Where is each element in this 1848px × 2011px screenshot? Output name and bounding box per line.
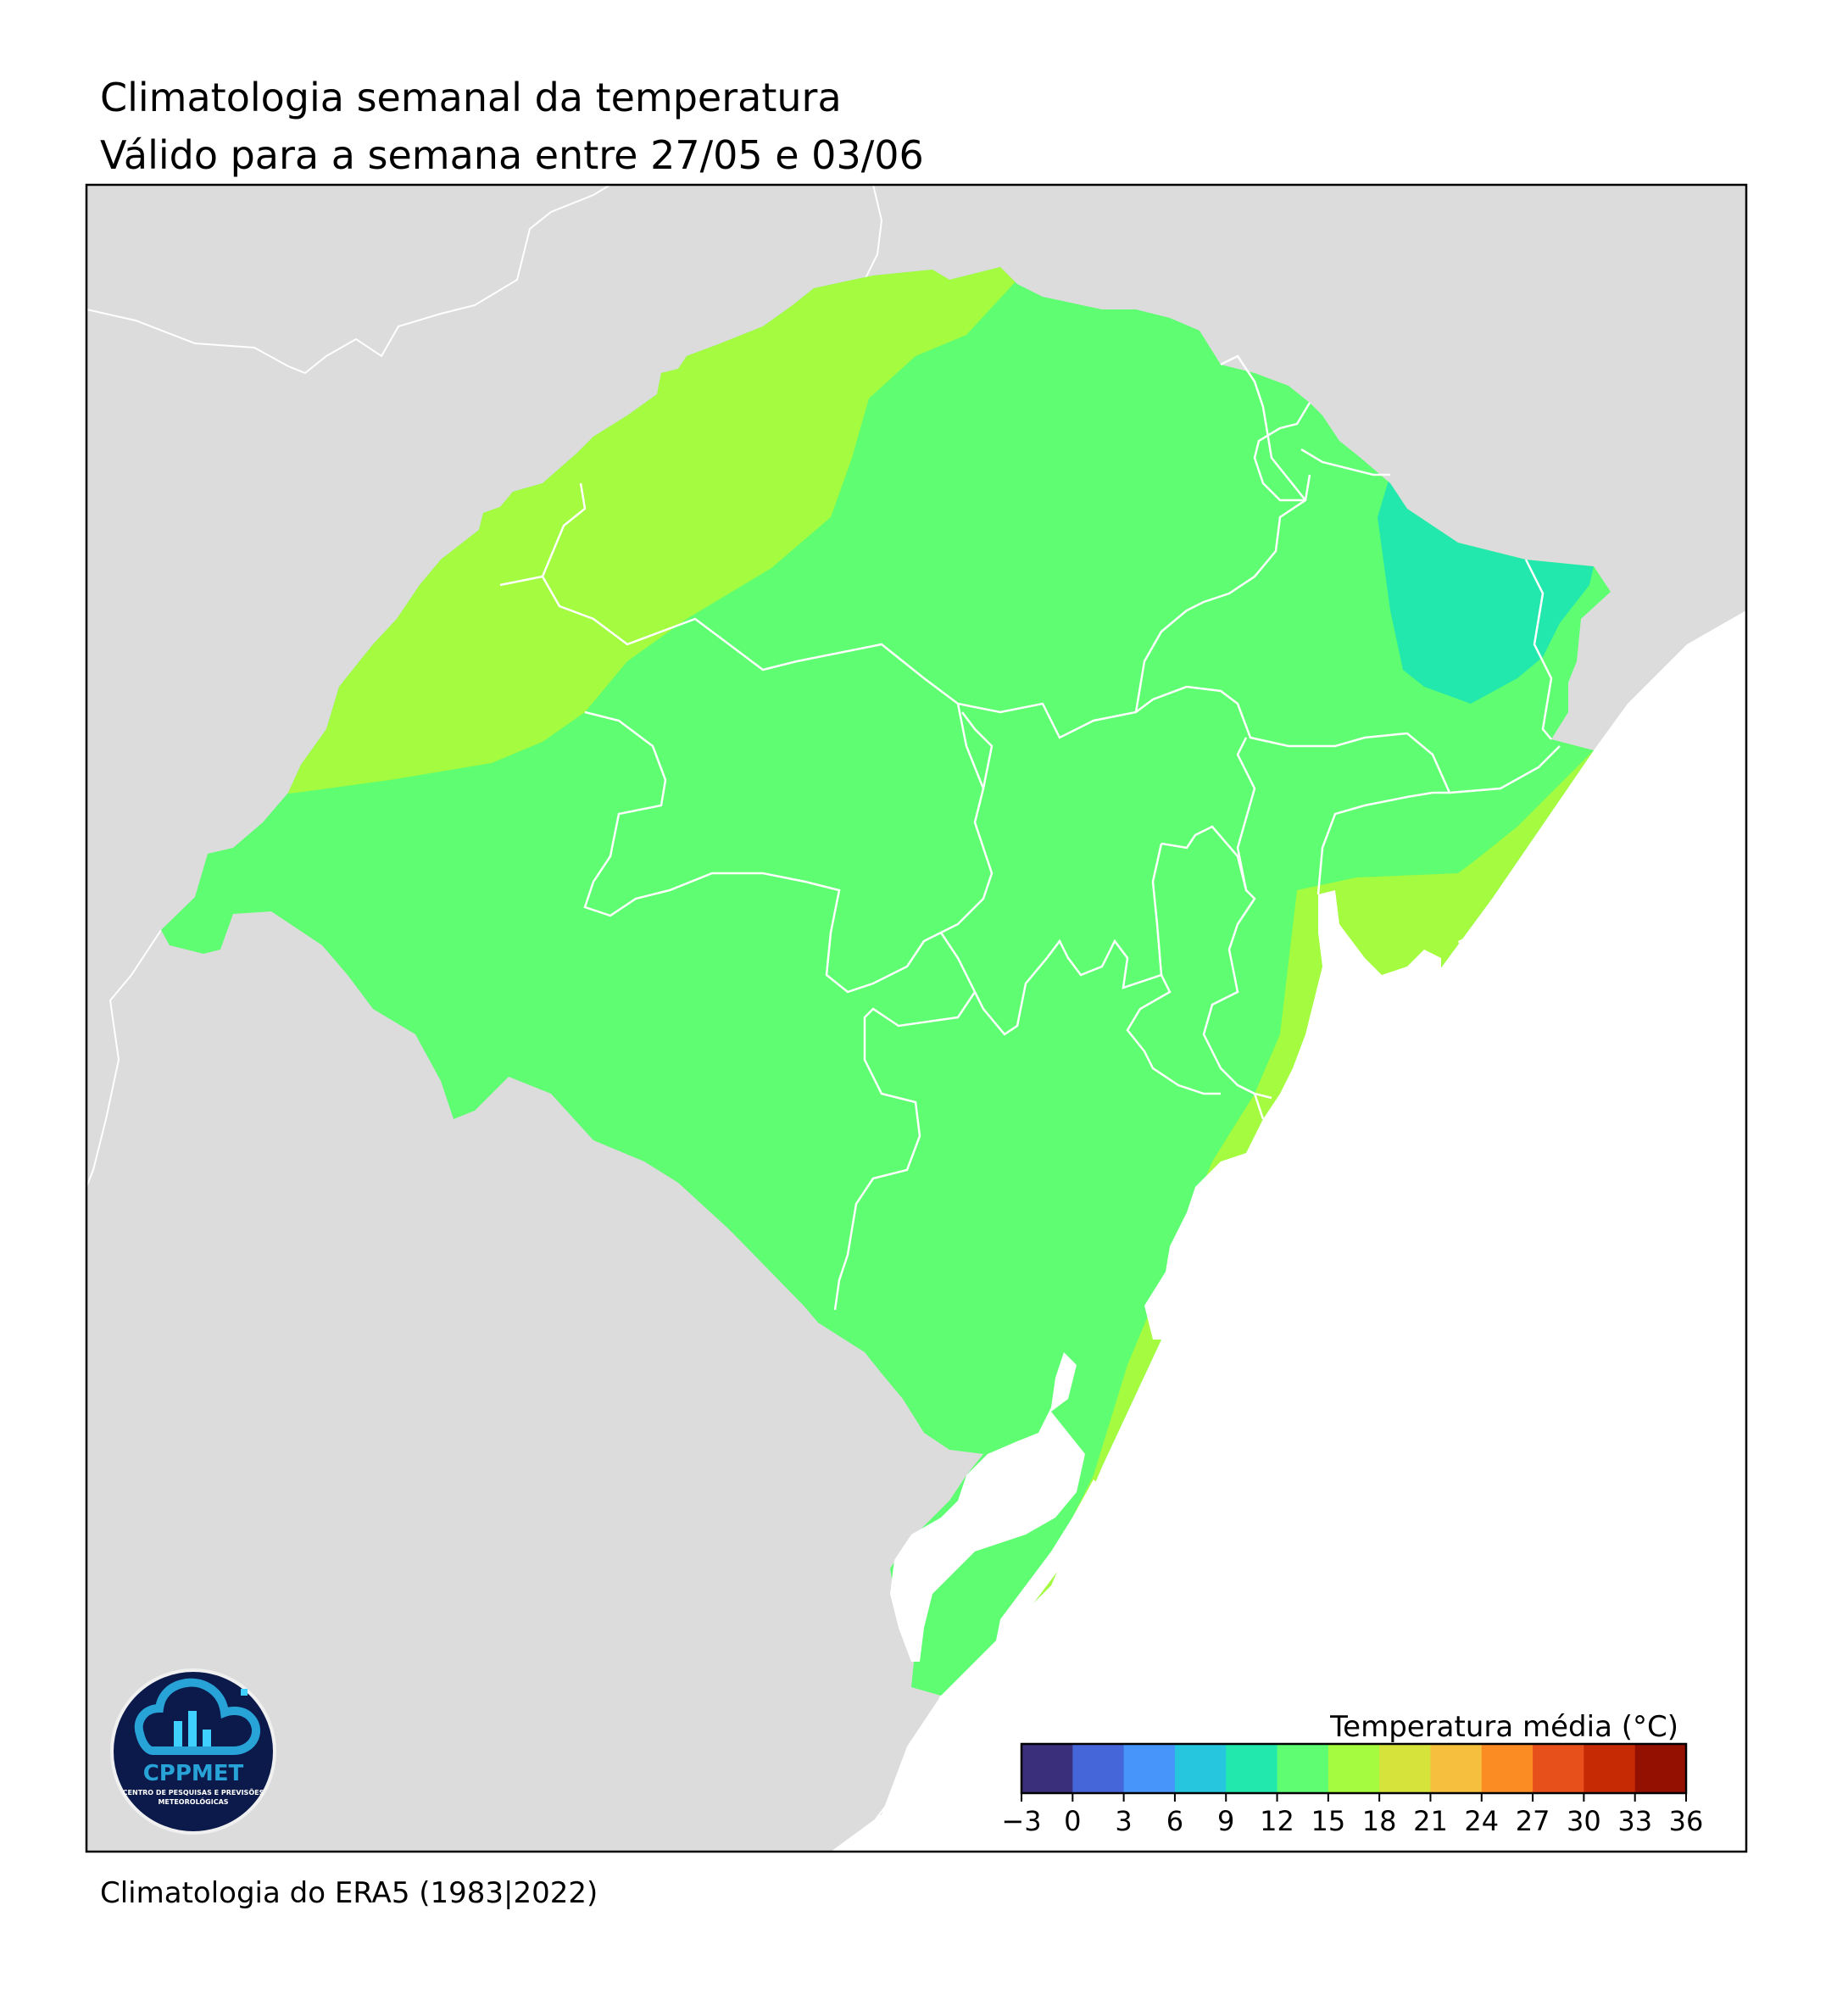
colorbar-ticks: −3 0 3 6 9 12 15 18 21 24 27 30 33 36 [1001, 1793, 1703, 1837]
colorbar-tick-label: 30 [1567, 1805, 1601, 1837]
colorbar-tick-label: 36 [1669, 1805, 1704, 1837]
colorbar-tick-label: 27 [1516, 1805, 1550, 1837]
colorbar-tick-label: 3 [1115, 1805, 1132, 1837]
colorbar-tick-label: 9 [1217, 1805, 1234, 1837]
colorbar-swatches [1021, 1744, 1687, 1793]
temp-region-9-12 [1378, 475, 1594, 704]
colorbar-swatch [1328, 1744, 1380, 1793]
colorbar-swatch [1533, 1744, 1584, 1793]
map-title: Climatologia semanal da temperatura [100, 75, 842, 120]
colorbar-swatch [1072, 1744, 1125, 1793]
colorbar-tick-label: 0 [1064, 1805, 1081, 1837]
colorbar-tick-label: 6 [1166, 1805, 1183, 1837]
lagoon-patos [1144, 890, 1475, 1340]
colorbar-swatch [1584, 1744, 1636, 1793]
map-subtitle: Válido para a semana entre 27/05 e 03/06 [100, 132, 924, 178]
cloud-icon [134, 1678, 261, 1755]
colorbar-legend: Temperatura média (°C) −3 0 3 6 9 12 15 18 21 24 2… [1001, 1710, 1703, 1837]
country-border [86, 929, 162, 1188]
legend-title: Temperatura média (°C) [1329, 1710, 1678, 1744]
colorbar-swatch [1277, 1744, 1329, 1793]
colorbar-tick-label: 18 [1362, 1805, 1397, 1837]
colorbar-swatch [1123, 1744, 1176, 1793]
colorbar-tick-label: −3 [1001, 1805, 1041, 1837]
colorbar-frame [1020, 1742, 1688, 1795]
country-border [86, 185, 611, 375]
lagoon-mangueira [996, 1479, 1102, 1641]
colorbar-swatch [1379, 1744, 1431, 1793]
logo-subtext: CENTRO DE PESQUISAS E PREVISÕES [123, 1787, 264, 1797]
colorbar-swatch [1174, 1744, 1227, 1793]
colorbar-swatch [1430, 1744, 1483, 1793]
logo-subtext: METEOROLÓGICAS [158, 1797, 228, 1806]
map-frame [85, 183, 1748, 1853]
colorbar-tick-label: 12 [1260, 1805, 1294, 1837]
country-border [864, 185, 883, 281]
colorbar-swatch [1634, 1744, 1687, 1793]
colorbar-tick-label: 15 [1311, 1805, 1345, 1837]
colorbar-tick-label: 33 [1617, 1805, 1652, 1837]
colorbar-tick-label: 21 [1413, 1805, 1448, 1837]
logo-name: CPPMET [143, 1761, 244, 1786]
colorbar-swatch [1226, 1744, 1278, 1793]
region-boundaries [499, 354, 1561, 1311]
colorbar-tick-label: 24 [1464, 1805, 1499, 1837]
cppmet-logo: CPPMET CENTRO DE PESQUISAS E PREVISÕES M… [110, 1668, 276, 1835]
country-border [847, 1695, 942, 1852]
footer-source: Climatologia do ERA5 (1983|2022) [100, 1876, 598, 1910]
colorbar-swatch [1021, 1744, 1073, 1793]
lagoon-mirim [890, 1352, 1085, 1662]
colorbar-swatch [1481, 1744, 1534, 1793]
